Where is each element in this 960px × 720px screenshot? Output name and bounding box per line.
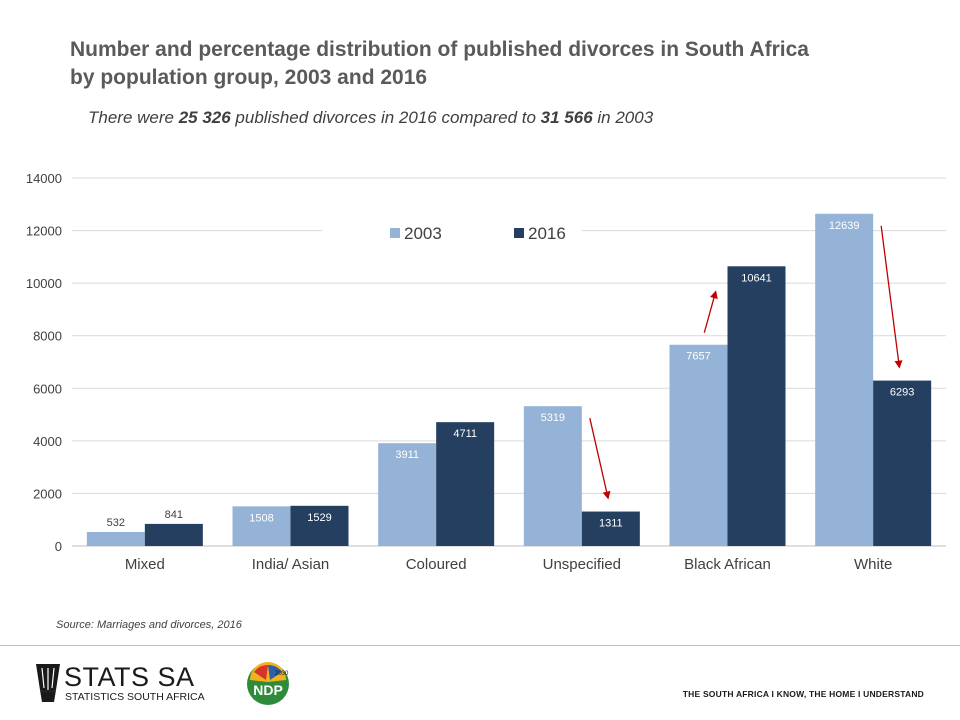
x-tick-label: White	[854, 556, 892, 573]
x-tick-label: India/ Asian	[252, 556, 330, 573]
basket-icon	[36, 664, 60, 702]
legend-label-2016: 2016	[528, 224, 566, 243]
bar-2016	[144, 523, 203, 546]
bar-2003	[232, 506, 291, 546]
trend-arrow-down	[880, 225, 903, 369]
x-tick-label: Mixed	[125, 556, 165, 573]
bar-2016	[727, 266, 786, 546]
bar-2016	[436, 422, 495, 546]
trend-arrow-down	[589, 418, 611, 500]
ndp-emblem-icon: 2030	[247, 662, 289, 705]
ndp-label: NDP	[253, 682, 283, 698]
data-label: 6293	[890, 387, 914, 399]
trend-arrow-up	[703, 290, 718, 333]
data-label: 1311	[599, 518, 623, 530]
chart-subtitle: There were 25 326 published divorces in …	[88, 108, 653, 128]
data-label: 10641	[741, 272, 772, 284]
bar-2016	[873, 380, 932, 546]
data-label: 1529	[307, 512, 331, 524]
bar-2003	[378, 443, 437, 546]
stats-sa-subtitle: STATISTICS SOUTH AFRICA	[65, 691, 205, 703]
y-tick-label: 14000	[26, 171, 62, 186]
y-tick-label: 8000	[33, 329, 62, 344]
legend-label-2003: 2003	[404, 224, 442, 243]
subtitle-total-2016: 25 326	[178, 108, 231, 127]
y-tick-label: 4000	[33, 434, 62, 449]
x-tick-label: Unspecified	[543, 556, 621, 573]
ndp-year: 2030	[275, 671, 289, 677]
chart-title: Number and percentage distribution of pu…	[70, 38, 809, 89]
subtitle-suffix: in 2003	[592, 108, 654, 127]
tagline: THE SOUTH AFRICA I KNOW, THE HOME I UNDE…	[682, 689, 924, 699]
source-note: Source: Marriages and divorces, 2016	[56, 619, 242, 631]
subtitle-total-2003: 31 566	[540, 108, 593, 127]
bar-2003	[669, 344, 728, 546]
bar-2003	[815, 213, 874, 547]
subtitle-middle: published divorces in 2016 compared to	[230, 108, 541, 127]
data-label: 7657	[686, 351, 710, 363]
data-label: 3911	[395, 449, 419, 461]
legend-backdrop	[322, 210, 582, 254]
data-label: 1508	[249, 512, 273, 524]
y-tick-label: 6000	[33, 381, 62, 396]
stats-sa-logo: STATS SA STATISTICS SOUTH AFRICA	[34, 660, 234, 706]
bar-chart: 0 2000 4000 6000 8000 10000 12000 14000 2003 2016…	[26, 171, 946, 573]
y-tick-label: 12000	[26, 224, 62, 239]
legend-swatch-2016	[514, 228, 524, 238]
data-label: 12639	[829, 220, 860, 232]
bar-2003	[523, 406, 582, 546]
bar-2016	[581, 511, 640, 546]
data-label: 4711	[453, 428, 477, 440]
y-tick-label: 0	[55, 539, 62, 554]
x-tick-label: Black African	[684, 556, 771, 573]
data-label: 5319	[541, 412, 565, 424]
footer-divider	[0, 645, 960, 646]
x-tick-label: Coloured	[406, 556, 467, 573]
bar-2016	[290, 505, 349, 546]
subtitle-prefix: There were	[88, 108, 179, 127]
stats-sa-name: STATS SA	[64, 662, 195, 692]
ndp-2030-logo: 2030 NDP	[244, 660, 292, 706]
data-label: 532	[107, 517, 125, 529]
bar-2003	[86, 532, 145, 546]
legend-swatch-2003	[390, 228, 400, 238]
y-tick-label: 10000	[26, 276, 62, 291]
data-label: 841	[165, 509, 183, 521]
y-tick-label: 2000	[33, 486, 62, 501]
